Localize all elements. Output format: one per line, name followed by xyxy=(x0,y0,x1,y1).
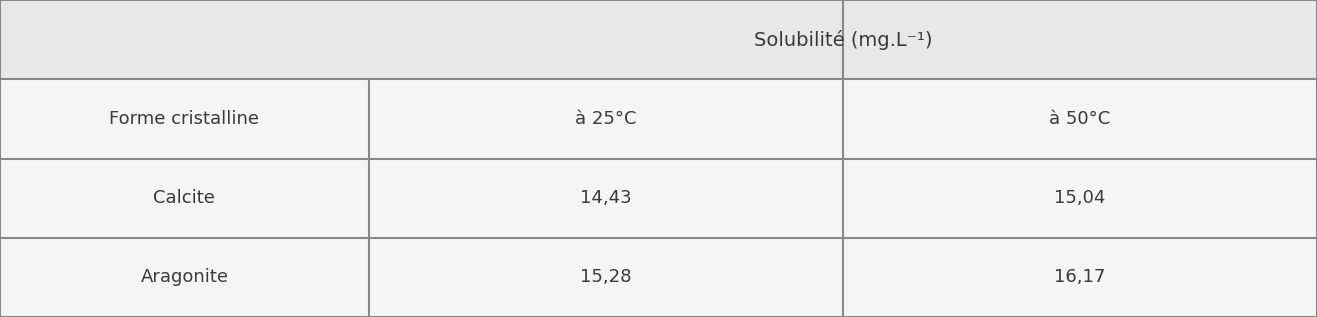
FancyBboxPatch shape xyxy=(369,158,843,238)
FancyBboxPatch shape xyxy=(843,158,1317,238)
FancyBboxPatch shape xyxy=(369,79,843,158)
FancyBboxPatch shape xyxy=(843,79,1317,158)
Text: à 50°C: à 50°C xyxy=(1050,110,1110,128)
Text: à 25°C: à 25°C xyxy=(576,110,636,128)
Text: 16,17: 16,17 xyxy=(1054,268,1106,286)
Text: Calcite: Calcite xyxy=(154,189,215,207)
Text: 15,28: 15,28 xyxy=(579,268,632,286)
FancyBboxPatch shape xyxy=(0,79,369,158)
FancyBboxPatch shape xyxy=(0,238,369,317)
Text: Solubilité (mg.L⁻¹): Solubilité (mg.L⁻¹) xyxy=(753,29,932,50)
FancyBboxPatch shape xyxy=(0,0,1317,79)
Text: Forme cristalline: Forme cristalline xyxy=(109,110,259,128)
Text: 14,43: 14,43 xyxy=(579,189,632,207)
FancyBboxPatch shape xyxy=(369,238,843,317)
FancyBboxPatch shape xyxy=(843,238,1317,317)
FancyBboxPatch shape xyxy=(0,158,369,238)
Text: Aragonite: Aragonite xyxy=(141,268,228,286)
Text: 15,04: 15,04 xyxy=(1054,189,1106,207)
